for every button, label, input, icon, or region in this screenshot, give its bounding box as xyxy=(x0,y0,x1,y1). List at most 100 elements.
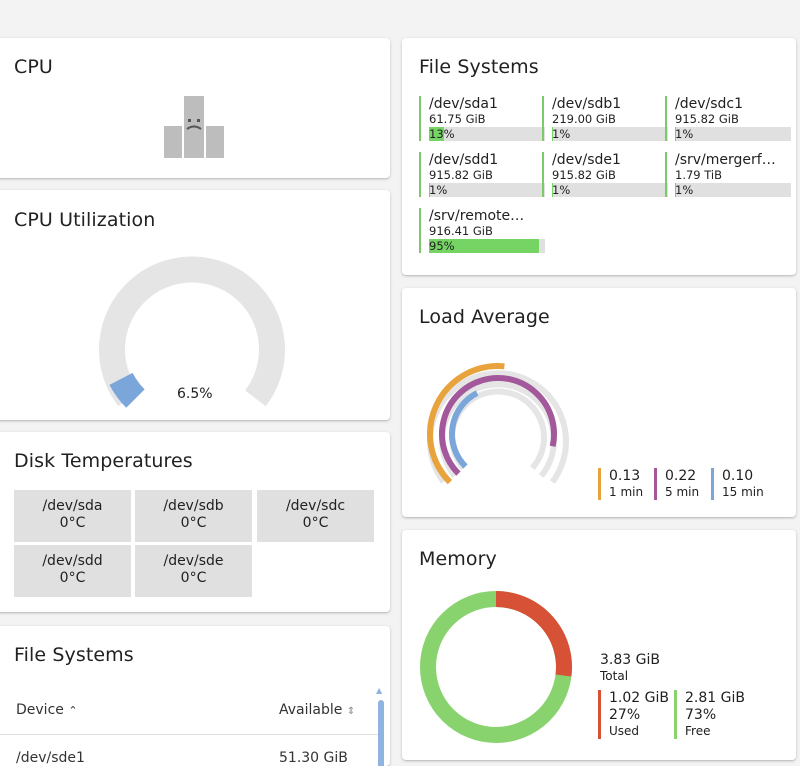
file-system-name: /dev/sdb1 xyxy=(552,96,622,112)
file-system-name: /dev/sdc1 xyxy=(675,96,744,112)
load-average-title: Load Average xyxy=(419,306,550,328)
file-systems-table-card: File Systems Device ⌃ Available ⇕ /dev/s… xyxy=(0,626,390,766)
disk-temp-tile: /dev/sda 0°C xyxy=(14,490,131,542)
file-system-usage-fill xyxy=(429,183,431,197)
load-legend-15min: 0.10 15 min xyxy=(711,468,764,500)
memory-used-size: 1.02 GiB xyxy=(609,690,669,706)
memory-used-legend: 1.02 GiB 27% Used xyxy=(598,690,669,739)
file-systems-table-title: File Systems xyxy=(14,644,134,666)
file-systems-title: File Systems xyxy=(419,56,539,78)
disk-temp-device: /dev/sdc xyxy=(285,498,346,514)
file-system-usage-bar: 1% xyxy=(675,183,791,197)
file-system-name: /srv/mergerf… xyxy=(675,152,776,168)
file-system-tile: /dev/sdb1 219.00 GiB 1% xyxy=(542,96,668,141)
disk-temp-value: 0°C xyxy=(180,515,207,531)
file-system-size: 916.41 GiB xyxy=(429,224,493,238)
cpu-utilization-title: CPU Utilization xyxy=(14,209,156,231)
disk-temp-tile: /dev/sdb 0°C xyxy=(135,490,252,542)
memory-total-value: 3.83 GiB xyxy=(600,652,660,668)
load-label: 5 min xyxy=(665,485,700,499)
memory-used-pct: 27% xyxy=(609,707,641,723)
file-system-usage-bar: 1% xyxy=(675,127,791,141)
disk-temp-tile: /dev/sdd 0°C xyxy=(14,545,131,597)
file-system-tile: /dev/sdd1 915.82 GiB 1% xyxy=(419,152,545,197)
file-system-tile: /dev/sde1 915.82 GiB 1% xyxy=(542,152,668,197)
disk-temp-value: 0°C xyxy=(302,515,329,531)
cpu-utilization-gauge-fill xyxy=(109,372,145,408)
disk-temp-tile: /dev/sde 0°C xyxy=(135,545,252,597)
file-system-tile: /dev/sdc1 915.82 GiB 1% xyxy=(665,96,791,141)
memory-used-arc xyxy=(495,591,572,677)
file-system-name: /dev/sde1 xyxy=(552,152,621,168)
file-system-usage-pct: 1% xyxy=(552,183,571,197)
column-header-device[interactable]: Device ⌃ xyxy=(16,702,78,718)
column-header-available[interactable]: Available ⇕ xyxy=(279,702,355,718)
disk-temp-device: /dev/sdb xyxy=(163,498,224,514)
scrollbar-thumb[interactable] xyxy=(378,700,384,766)
disk-temp-tile: /dev/sdc 0°C xyxy=(257,490,374,542)
file-system-usage-fill xyxy=(552,127,554,141)
disk-temp-device: /dev/sda xyxy=(42,498,103,514)
header-divider xyxy=(0,734,380,735)
disk-temperatures-card: Disk Temperatures /dev/sda 0°C /dev/sdb … xyxy=(0,432,390,612)
load-label: 15 min xyxy=(722,485,764,499)
load-arc-15min xyxy=(449,390,479,469)
memory-total: 3.83 GiB Total xyxy=(600,652,660,684)
cpu-card: CPU xyxy=(0,38,390,178)
load-value: 0.13 xyxy=(609,468,641,484)
load-legend-1min: 0.13 1 min xyxy=(598,468,643,500)
disk-temperatures-title: Disk Temperatures xyxy=(14,450,193,472)
file-system-name: /dev/sda1 xyxy=(429,96,498,112)
sort-icon: ⇕ xyxy=(346,706,356,717)
file-system-usage-fill xyxy=(552,183,554,197)
file-system-tile: /srv/remote… 916.41 GiB 95% xyxy=(419,208,545,253)
file-system-name: /dev/sdd1 xyxy=(429,152,499,168)
file-system-usage-pct: 1% xyxy=(675,183,694,197)
file-system-usage-fill xyxy=(675,127,677,141)
file-system-size: 915.82 GiB xyxy=(675,112,739,126)
load-legend-5min: 0.22 5 min xyxy=(654,468,699,500)
file-system-usage-pct: 1% xyxy=(552,127,571,141)
memory-total-label: Total xyxy=(600,669,629,683)
disk-temp-value: 0°C xyxy=(59,515,86,531)
column-header-available-label: Available xyxy=(279,702,343,718)
file-system-usage-bar: 1% xyxy=(552,183,668,197)
sad-chart-icon xyxy=(164,96,224,158)
memory-donut xyxy=(420,591,572,743)
load-average-card: Load Average 0.13 1 min 0.22 5 min 0.10 … xyxy=(402,288,796,517)
memory-used-label: Used xyxy=(609,724,640,738)
file-system-size: 219.00 GiB xyxy=(552,112,616,126)
file-systems-card: File Systems /dev/sda1 61.75 GiB 13% /dev/s… xyxy=(402,38,796,275)
load-value: 0.22 xyxy=(665,468,697,484)
file-system-size: 1.79 TiB xyxy=(675,168,723,182)
file-system-usage-pct: 1% xyxy=(429,183,448,197)
memory-free-size: 2.81 GiB xyxy=(685,690,745,706)
file-system-size: 61.75 GiB xyxy=(429,112,486,126)
file-system-usage-bar: 1% xyxy=(552,127,668,141)
load-value: 0.10 xyxy=(722,468,754,484)
table-cell-available: 51.30 GiB xyxy=(279,750,348,766)
file-system-tile: /srv/mergerf… 1.79 TiB 1% xyxy=(665,152,791,197)
file-system-usage-pct: 95% xyxy=(429,239,455,253)
cpu-utilization-card: CPU Utilization 6.5% xyxy=(0,190,390,420)
file-system-usage-fill xyxy=(429,127,445,141)
load-arc-1min xyxy=(427,363,505,485)
memory-free-label: Free xyxy=(685,724,711,738)
disk-temp-device: /dev/sde xyxy=(163,553,224,569)
memory-title: Memory xyxy=(419,548,497,570)
file-system-usage-bar: 95% xyxy=(429,239,545,253)
column-header-device-label: Device xyxy=(16,702,64,718)
memory-card: Memory 3.83 GiB Total 1.02 GiB 27% Used … xyxy=(402,530,796,760)
disk-temp-value: 0°C xyxy=(59,570,86,586)
memory-free-pct: 73% xyxy=(685,707,717,723)
scroll-up-icon[interactable]: ▲ xyxy=(376,686,383,695)
load-average-gauge xyxy=(427,363,569,485)
cpu-utilization-gauge xyxy=(99,256,285,408)
sort-asc-icon: ⌃ xyxy=(68,704,78,717)
load-arc-5min xyxy=(439,375,557,476)
file-system-usage-fill xyxy=(675,183,677,197)
file-system-usage-bar: 13% xyxy=(429,127,545,141)
file-system-usage-pct: 1% xyxy=(675,127,694,141)
file-system-usage-pct: 13% xyxy=(429,127,455,141)
file-system-size: 915.82 GiB xyxy=(429,168,493,182)
